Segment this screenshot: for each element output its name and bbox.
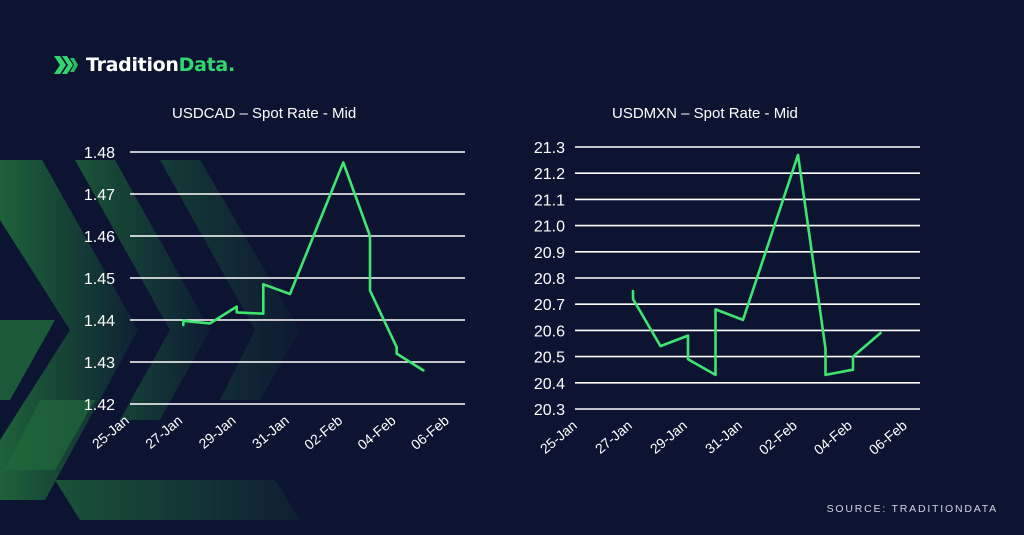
usdmxn-y-tick-label: 20.5	[534, 350, 565, 367]
usdmxn-x-tick-label: 02-Feb	[756, 417, 800, 458]
usdmxn-x-tick-label: 31-Jan	[702, 417, 745, 457]
usdmxn-y-tick-label: 20.8	[534, 271, 565, 288]
usdmxn-y-tick-label: 20.9	[534, 245, 565, 262]
brand-name: TraditionData.	[86, 54, 235, 76]
usdcad-y-tick-label: 1.42	[84, 397, 115, 414]
brand-name-part1: Tradition	[86, 54, 179, 76]
decor-shape	[5, 400, 95, 470]
usdcad-y-tick-label: 1.45	[84, 271, 115, 288]
brand-logo: TraditionData.	[52, 52, 235, 78]
usdmxn-y-tick-label: 20.7	[534, 297, 565, 314]
usdcad-series-line	[182, 161, 425, 372]
brand-name-part2: Data.	[178, 54, 236, 76]
decor-shape	[55, 480, 300, 520]
source-credit: SOURCE: TRADITIONDATA	[826, 503, 998, 515]
usdmxn-y-tick-label: 21.2	[534, 166, 565, 183]
usdmxn-y-tick-label: 20.6	[534, 323, 565, 340]
usdcad-y-tick-label: 1.44	[84, 313, 115, 330]
usdmxn-y-tick-label: 20.4	[534, 376, 565, 393]
usdmxn-x-tick-label: 27-Jan	[592, 417, 635, 457]
usdcad-y-tick-label: 1.48	[84, 145, 115, 162]
usdcad-y-tick-label: 1.43	[84, 355, 115, 372]
usdmxn-x-tick-label: 29-Jan	[647, 417, 690, 457]
usdmxn-x-tick-label: 25-Jan	[537, 417, 580, 457]
usdmxn-y-tick-label: 21.1	[534, 192, 565, 209]
usdmxn-y-tick-label: 21.3	[534, 140, 565, 157]
logo-mark-icon	[54, 56, 78, 74]
usdmxn-x-tick-label: 06-Feb	[866, 417, 910, 458]
usdmxn-y-tick-label: 20.3	[534, 402, 565, 419]
usdmxn-x-tick-label: 04-Feb	[811, 417, 855, 458]
decor-shape	[0, 320, 55, 400]
usdmxn-series-line	[631, 153, 882, 377]
usdcad-y-tick-label: 1.47	[84, 187, 115, 204]
decor-shape	[160, 160, 300, 400]
usdmxn-y-tick-label: 21.0	[534, 219, 565, 236]
chart-title-usdmxn: USDMXN – Spot Rate - Mid	[612, 105, 798, 122]
usdcad-y-tick-label: 1.46	[84, 229, 115, 246]
chart-title-usdcad: USDCAD – Spot Rate - Mid	[172, 105, 357, 122]
decor-shape	[75, 160, 210, 420]
